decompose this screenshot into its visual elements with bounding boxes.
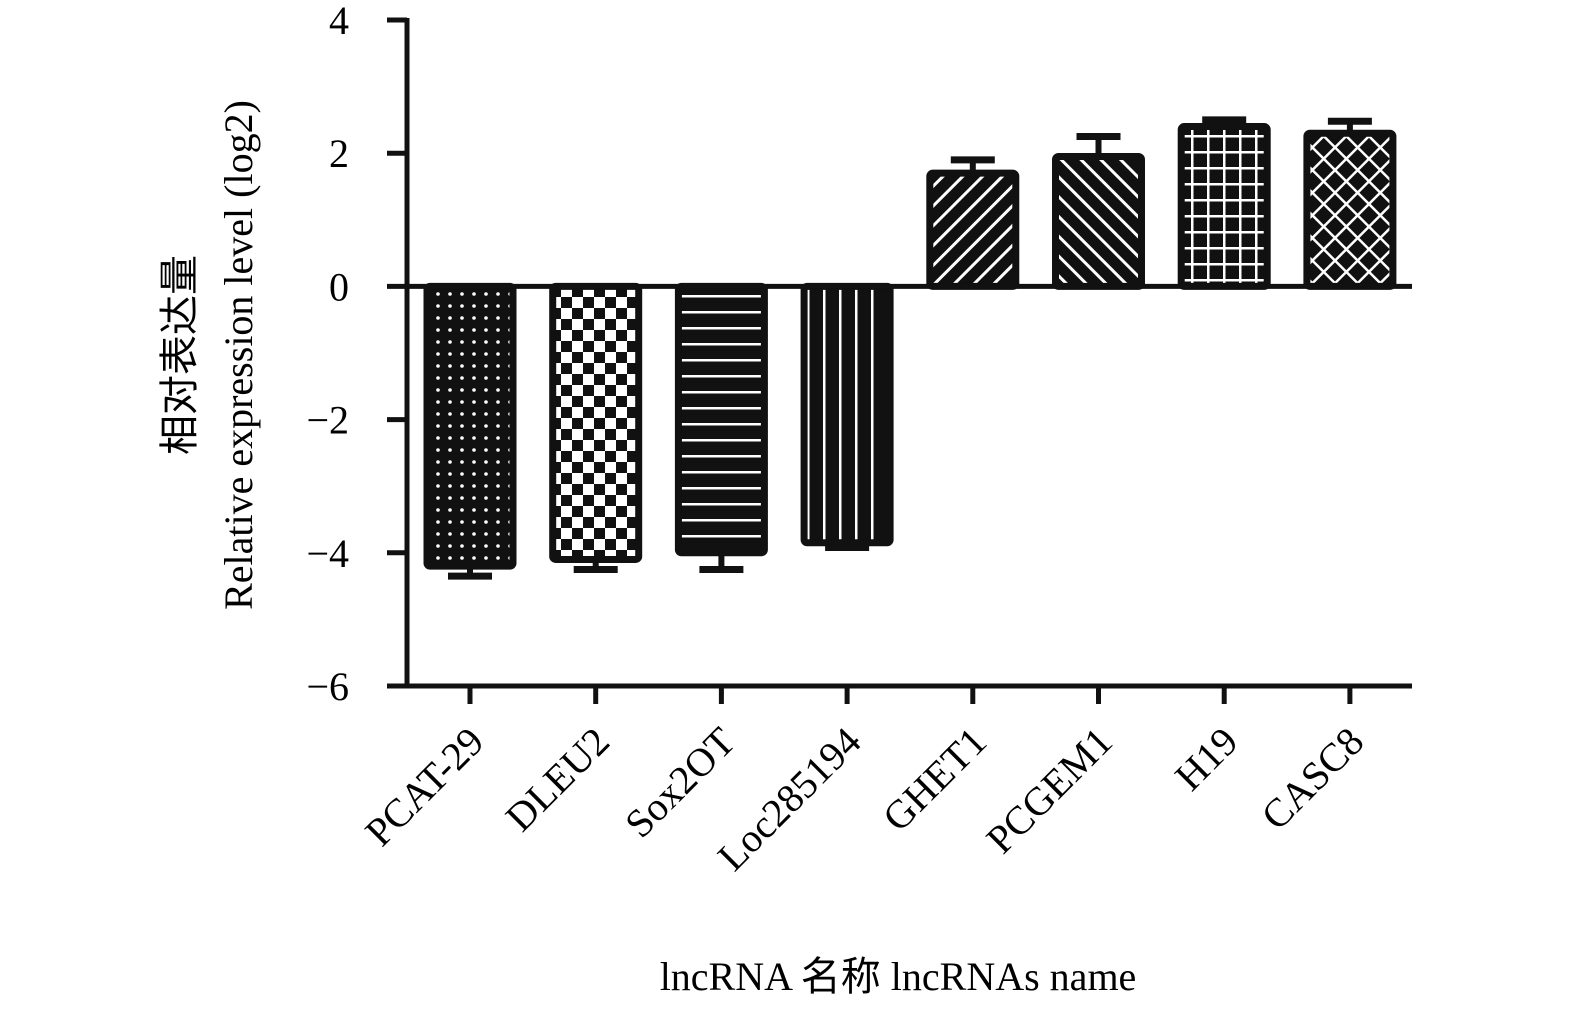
x-axis-title: lncRNA 名称 lncRNAs name (660, 954, 1137, 999)
x-tick-label: PCAT-29 (356, 719, 492, 855)
y-tick-label: 2 (329, 131, 349, 176)
bar-casc8 (1303, 129, 1397, 290)
error-bar-ghet1 (950, 156, 995, 174)
y-tick-label: 4 (329, 0, 349, 43)
x-tick-label: GHET1 (874, 719, 995, 840)
x-tick-label: PCGEM1 (977, 719, 1120, 862)
error-bar-pcat-29 (448, 566, 492, 580)
x-tick-label: CASC8 (1252, 719, 1372, 839)
error-bar-loc285194 (825, 542, 870, 551)
bar-ghet1 (926, 169, 1020, 290)
x-tick-label: DLEU2 (497, 719, 618, 840)
bar-pcat-29 (423, 282, 517, 570)
error-bar-dleu2 (573, 559, 618, 573)
error-bar-h19 (1202, 116, 1247, 127)
error-bar-sox2ot (699, 552, 744, 573)
y-tick-label: 0 (329, 264, 349, 309)
y-axis-title-en: Relative expression level (log2) (216, 100, 261, 610)
bars-layer (423, 123, 1397, 570)
axes-layer (404, 18, 1412, 689)
x-tick-label: H19 (1166, 719, 1247, 800)
error-bar-casc8 (1327, 117, 1372, 134)
bar-loc285194 (800, 282, 894, 547)
error-bars-layer (448, 116, 1372, 580)
bar-dleu2 (549, 282, 643, 563)
y-tick-label: −6 (306, 664, 349, 709)
bar-pcgem1 (1052, 153, 1145, 290)
bar-sox2ot (674, 282, 768, 557)
bar-h19 (1177, 123, 1271, 290)
y-tick-label: −2 (306, 398, 349, 443)
y-tick-label: −4 (306, 531, 349, 576)
y-ticks-layer: 4 2 0 −2 −4 −6 (306, 0, 407, 709)
error-bar-pcgem1 (1076, 133, 1121, 157)
y-axis-title-cn: 相对表达量 (157, 255, 202, 455)
x-tick-label: Sox2OT (616, 719, 744, 847)
